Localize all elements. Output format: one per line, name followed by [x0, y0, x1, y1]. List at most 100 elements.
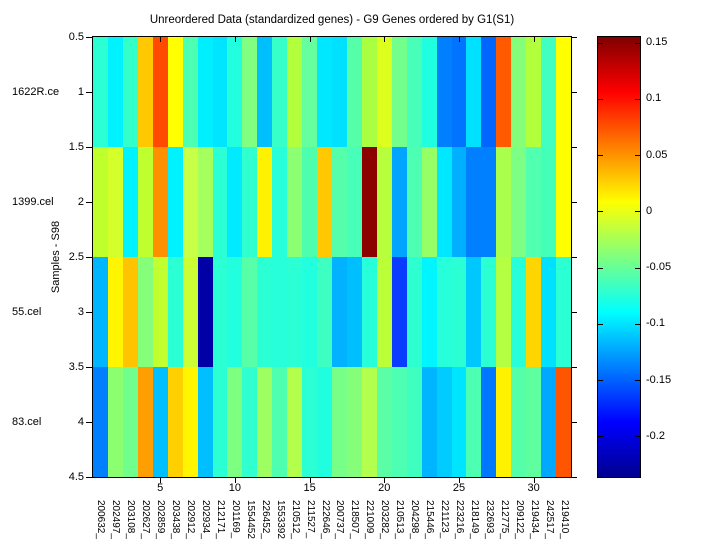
heatmap-cell — [391, 147, 407, 257]
gene-label: 203282_ — [379, 500, 391, 539]
heatmap-cell — [137, 37, 153, 147]
gene-label: 221123_ — [439, 500, 451, 539]
gene-label: 200737_ — [334, 500, 346, 539]
gene-label: 202912_ — [185, 500, 197, 539]
heatmap-row — [93, 147, 571, 257]
heatmap-cell — [451, 257, 467, 367]
heatmap-cell — [436, 147, 452, 257]
heatmap-cell — [451, 367, 467, 477]
x-tick-label: 20 — [378, 482, 391, 494]
gene-label: 242517_ — [543, 500, 555, 539]
x-tick-mark-top — [533, 37, 535, 42]
gene-label: 211527_ — [304, 500, 316, 539]
colorbar-tick-mark-right — [635, 380, 640, 382]
heatmap-cell — [93, 147, 108, 257]
heatmap-cell — [496, 147, 512, 257]
heatmap-cell — [451, 37, 467, 147]
x-tick-mark-top — [458, 37, 460, 42]
colorbar-tick-mark-left — [598, 323, 603, 325]
heatmap-cell — [107, 37, 123, 147]
heatmap-cell — [227, 367, 243, 477]
colorbar-tick-mark-right — [635, 98, 640, 100]
gene-label: 202859_ — [155, 500, 167, 539]
heatmap-cell — [436, 367, 452, 477]
heatmap-cell — [122, 37, 138, 147]
heatmap-cell — [167, 257, 183, 367]
colorbar-tick-mark-right — [635, 211, 640, 213]
plot-title: Unreordered Data (standardized genes) - … — [149, 14, 515, 26]
heatmap-cell — [511, 367, 527, 477]
y-tick-label: 3 — [77, 305, 84, 318]
heatmap-cell — [227, 37, 243, 147]
heatmap-cell — [242, 257, 258, 367]
heatmap-cell — [406, 367, 422, 477]
gene-label: 209122_ — [513, 500, 525, 539]
colorbar-tick-mark-left — [598, 211, 603, 213]
x-tick-mark — [384, 478, 386, 483]
heatmap-cell — [406, 257, 422, 367]
gene-label: 203438_ — [170, 500, 182, 539]
heatmap-cell — [332, 37, 347, 147]
heatmap-cell — [167, 147, 183, 257]
x-tick-mark — [309, 478, 311, 483]
y-tick-mark-right — [572, 367, 577, 368]
heatmap-cell — [481, 367, 497, 477]
colorbar-tick-label: -0.2 — [646, 429, 665, 442]
heatmap-cell — [197, 367, 213, 477]
gene-label: 201169_ — [229, 500, 241, 539]
gene-label: 232693_ — [483, 500, 495, 539]
gene-label: 226452_ — [259, 500, 271, 539]
x-tick-mark-top — [234, 37, 236, 42]
heatmap-cell — [496, 367, 512, 477]
gene-label: 1554452 — [244, 500, 256, 539]
y-tick-label: 2 — [77, 195, 84, 208]
heatmap-cell — [466, 367, 482, 477]
heatmap-cell — [302, 147, 318, 257]
x-tick-mark-top — [384, 37, 386, 42]
heatmap-cell — [466, 147, 482, 257]
y-tick-mark — [86, 367, 92, 368]
heatmap-cell — [302, 257, 318, 367]
heatmap-cell — [137, 257, 153, 367]
x-tick-mark-top — [309, 37, 311, 42]
heatmap-cell — [107, 147, 123, 257]
heatmap-cell — [272, 37, 288, 147]
heatmap-cell — [93, 37, 108, 147]
heatmap-cell — [257, 147, 273, 257]
y-tick-mark — [86, 312, 92, 313]
heatmap-cell — [122, 367, 138, 477]
gene-label: 218149_ — [468, 500, 480, 539]
colorbar-tick-label: 0.15 — [646, 36, 668, 49]
colorbar — [597, 36, 641, 478]
y-tick-label: 0.5 — [68, 30, 84, 43]
gene-label: 222646_ — [319, 500, 331, 539]
x-tick-label: 15 — [303, 482, 316, 494]
heatmap-cell — [182, 37, 198, 147]
y-tick-mark — [86, 202, 92, 203]
y-tick-label: 2.5 — [68, 250, 84, 263]
heatmap-cell — [182, 367, 198, 477]
colorbar-tick-label: -0.05 — [646, 261, 672, 274]
heatmap-cell — [481, 257, 497, 367]
heatmap-cell — [93, 367, 108, 477]
heatmap-cell — [317, 37, 332, 147]
x-tick-mark-top — [160, 37, 162, 42]
gene-label: 223216_ — [453, 500, 465, 539]
y-tick-mark-right — [572, 147, 577, 148]
y-tick-mark — [86, 477, 92, 478]
y-tick-label: 1 — [77, 85, 84, 98]
heatmap-cell — [152, 147, 168, 257]
heatmap-cell — [556, 257, 571, 367]
heatmap-cell — [481, 147, 497, 257]
heatmap-cell — [182, 147, 198, 257]
heatmap-cell — [511, 37, 527, 147]
heatmap-row — [93, 37, 571, 147]
y-tick-mark — [86, 92, 92, 93]
x-tick-mark — [533, 478, 535, 483]
heatmap-cell — [526, 147, 542, 257]
heatmap-cell — [302, 367, 318, 477]
heatmap-cell — [421, 37, 437, 147]
gene-label: 219410_ — [558, 500, 570, 539]
gene-label: 212171_ — [214, 500, 226, 539]
heatmap-cell — [556, 147, 571, 257]
